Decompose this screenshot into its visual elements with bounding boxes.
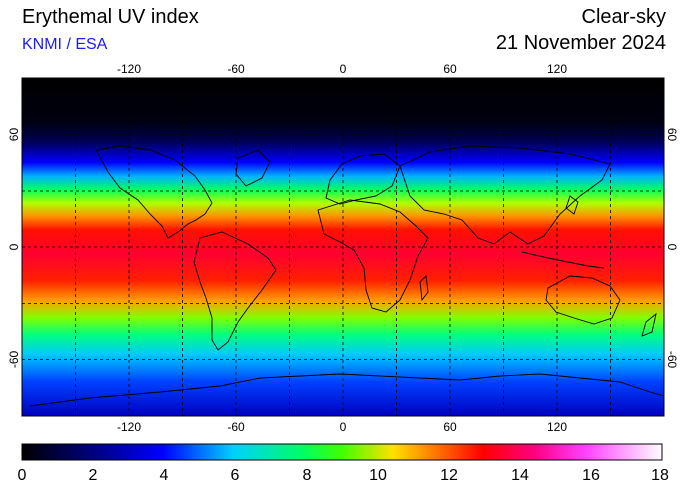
lat-tick-left: 60 xyxy=(7,128,21,142)
lat-ticks-right: 60 0 -60 xyxy=(665,128,679,369)
colorbar-label: 8 xyxy=(303,467,312,484)
japan-coast xyxy=(565,195,579,215)
map-date: 21 November 2024 xyxy=(495,32,666,54)
africa-coast xyxy=(317,199,429,313)
north-america-coast xyxy=(95,145,213,239)
lon-tick-top: 0 xyxy=(340,62,347,76)
colorbar-label: 12 xyxy=(440,467,458,484)
lat-tick-right: 0 xyxy=(665,244,679,251)
lon-tick-top: 120 xyxy=(547,62,567,76)
data-source: KNMI / ESA xyxy=(22,36,108,53)
lon-ticks-bottom: -120 -60 0 60 120 xyxy=(117,420,567,434)
australia-coast xyxy=(545,275,621,325)
lon-tick-top: -60 xyxy=(227,62,245,76)
colorbar-label: 2 xyxy=(89,467,98,484)
lon-tick-bottom: -60 xyxy=(227,420,245,434)
lat-tick-left: 0 xyxy=(7,243,21,250)
indonesia-coast xyxy=(521,251,605,269)
south-america-coast xyxy=(193,231,277,351)
antarctica-coast xyxy=(29,373,664,407)
colorbar-label: 18 xyxy=(651,467,669,484)
lon-tick-bottom: 0 xyxy=(340,420,347,434)
colorbar xyxy=(21,443,663,461)
colorbar-label: 4 xyxy=(160,467,169,484)
coastlines xyxy=(29,145,664,407)
lon-tick-top: -120 xyxy=(117,62,141,76)
lat-tick-right: -60 xyxy=(665,351,679,369)
lon-ticks-top: -120 -60 0 60 120 xyxy=(117,62,567,76)
colorbar-label: 14 xyxy=(511,467,529,484)
lat-tick-left: -60 xyxy=(7,351,21,369)
colorbar-label: 0 xyxy=(18,467,27,484)
map-frame xyxy=(21,77,665,417)
sky-condition: Clear-sky xyxy=(581,6,666,28)
lon-tick-top: 60 xyxy=(443,62,457,76)
lon-tick-bottom: 120 xyxy=(547,420,567,434)
colorbar-label: 10 xyxy=(369,467,387,484)
madagascar-coast xyxy=(419,275,429,302)
lon-tick-bottom: -120 xyxy=(117,420,141,434)
map-title: Erythemal UV index xyxy=(22,6,199,28)
asia-coast xyxy=(399,145,611,245)
colorbar-label: 16 xyxy=(582,467,600,484)
lat-tick-right: 60 xyxy=(665,128,679,142)
new-zealand-coast xyxy=(641,312,657,337)
lat-ticks-left: 60 0 -60 xyxy=(7,128,21,369)
colorbar-label: 6 xyxy=(231,467,240,484)
lon-tick-bottom: 60 xyxy=(443,420,457,434)
colorbar-labels: 0 2 4 6 8 10 12 14 16 18 xyxy=(18,467,669,484)
map-grid xyxy=(22,78,664,416)
